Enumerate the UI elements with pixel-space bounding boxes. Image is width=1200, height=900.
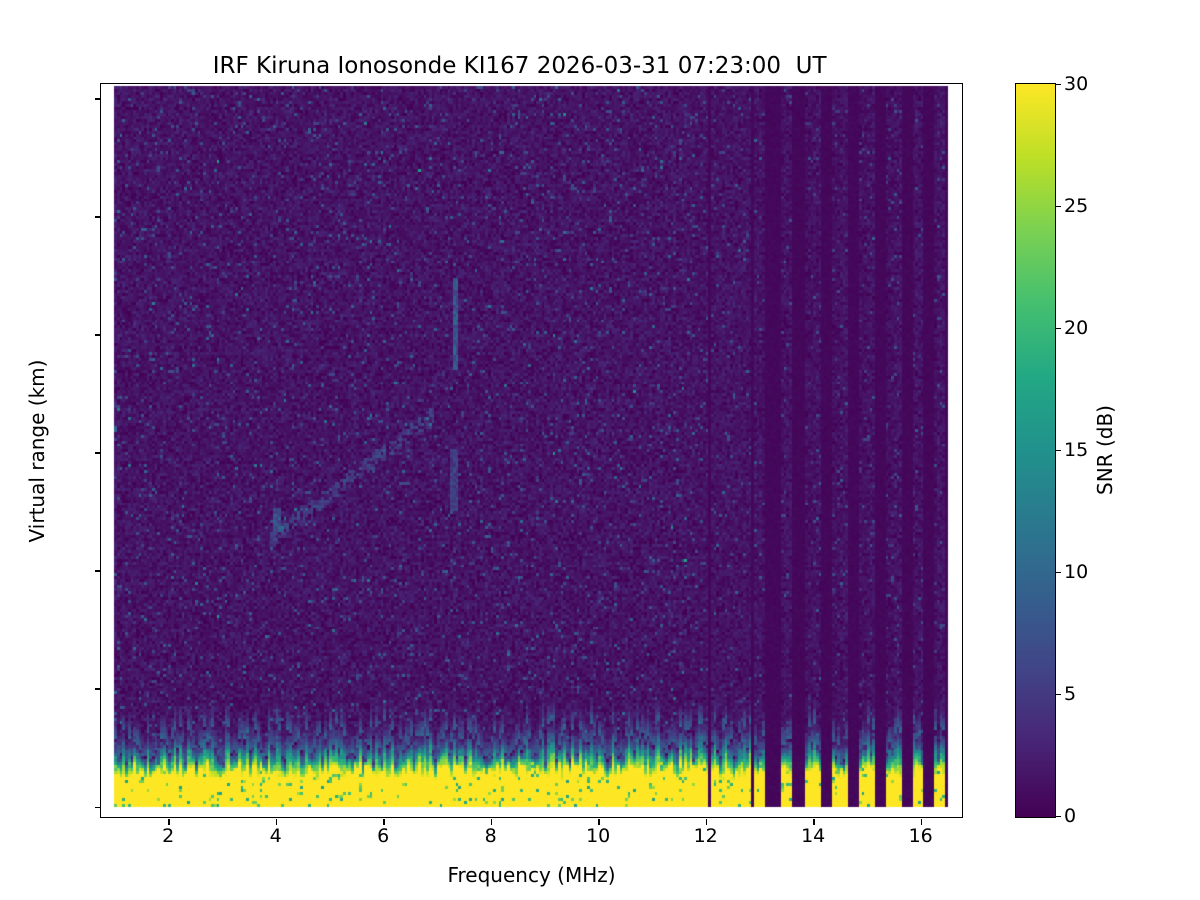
colorbar-gradient	[1016, 84, 1055, 817]
y-tick-mark	[95, 98, 101, 100]
x-tick-label: 6	[377, 825, 390, 847]
x-tick-mark	[490, 819, 493, 825]
colorbar-tick-mark	[1055, 572, 1061, 574]
colorbar-tick-mark	[1055, 694, 1061, 696]
x-tick-mark	[598, 819, 600, 825]
x-tick-label: 2	[162, 825, 175, 847]
x-tick-mark	[920, 819, 923, 825]
x-tick-label: 8	[484, 825, 497, 847]
x-tick-label: 16	[908, 825, 933, 847]
title-line-1: IRF Kiruna Ionosonde KI167 2026-03-31 07…	[212, 53, 827, 79]
colorbar-tick-label: 10	[1064, 561, 1089, 583]
y-tick-mark	[95, 806, 101, 808]
x-tick-label: 12	[693, 825, 718, 847]
plot-axes: Virtual range (km) Frequency (MHz) 01002…	[25, 83, 963, 887]
colorbar-tick-mark	[1055, 816, 1061, 818]
colorbar-tick-label: 20	[1064, 317, 1089, 339]
ionogram-heatmap	[101, 84, 961, 816]
y-tick-mark	[95, 570, 101, 572]
y-tick-mark	[95, 334, 101, 336]
colorbar-tick-mark	[1055, 206, 1061, 208]
x-tick-mark	[383, 819, 385, 825]
x-axis-label: Frequency (MHz)	[447, 863, 616, 887]
colorbar-tick-mark	[1055, 84, 1061, 86]
x-tick-label: 4	[269, 825, 282, 847]
colorbar-label: SNR (dB)	[1093, 405, 1117, 495]
colorbar-tick-mark	[1055, 450, 1061, 452]
x-tick-label: 10	[586, 825, 611, 847]
colorbar-tick-label: 5	[1064, 683, 1077, 705]
colorbar-tick-label: 30	[1064, 73, 1089, 95]
colorbar-tick-mark	[1055, 328, 1061, 330]
y-tick-mark	[95, 688, 101, 690]
colorbar: 0 5 10 15 20 25 30	[1015, 75, 1088, 826]
x-tick-mark	[813, 819, 815, 825]
x-tick-mark	[705, 819, 708, 825]
x-tick-mark	[275, 819, 278, 825]
x-tick-mark	[168, 819, 170, 825]
colorbar-tick-label: 15	[1064, 439, 1089, 461]
colorbar-tick-label: 0	[1064, 805, 1077, 827]
y-axis-label: Virtual range (km)	[25, 359, 49, 542]
colorbar-tick-label: 25	[1064, 195, 1089, 217]
y-tick-mark	[95, 216, 101, 218]
y-tick-mark	[95, 452, 101, 454]
x-tick-label: 14	[801, 825, 826, 847]
